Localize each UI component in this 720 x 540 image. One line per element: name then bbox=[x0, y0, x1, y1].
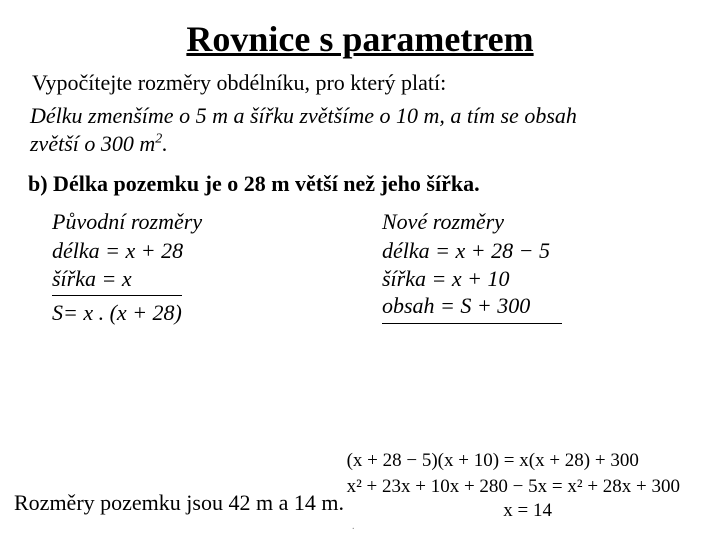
left-delka: délka = x + 28 bbox=[52, 237, 362, 265]
left-rule bbox=[52, 295, 182, 296]
equation-1: (x + 28 − 5)(x + 10) = x(x + 28) + 300 bbox=[347, 450, 680, 472]
equation-2: x² + 23x + 10x + 280 − 5x = x² + 28x + 3… bbox=[347, 476, 680, 498]
left-column: Původní rozměry délka = x + 28 šířka = x… bbox=[52, 209, 362, 327]
right-sirka: šířka = x + 10 bbox=[382, 265, 692, 293]
sub-question-b: b) Délka pozemku je o 28 m větší než jeh… bbox=[28, 171, 692, 197]
left-col-head: Původní rozměry bbox=[52, 209, 362, 235]
problem-line2a: zvětší o 300 m bbox=[30, 131, 155, 156]
decor-dot: . bbox=[352, 521, 355, 532]
left-area: S= x . (x + 28) bbox=[52, 299, 362, 327]
problem-line2b: . bbox=[162, 131, 168, 156]
right-col-head: Nové rozměry bbox=[382, 209, 692, 235]
intro-text: Vypočítejte rozměry obdélníku, pro který… bbox=[32, 70, 692, 96]
right-column: Nové rozměry délka = x + 28 − 5 šířka = … bbox=[382, 209, 692, 327]
right-delka: délka = x + 28 − 5 bbox=[382, 237, 692, 265]
problem-statement: Délku zmenšíme o 5 m a šířku zvětšíme o … bbox=[30, 102, 692, 157]
equation-block: (x + 28 − 5)(x + 10) = x(x + 28) + 300 x… bbox=[347, 446, 680, 498]
columns-container: Původní rozměry délka = x + 28 šířka = x… bbox=[52, 209, 692, 327]
solution-x: x = 14 bbox=[503, 500, 552, 522]
right-rule bbox=[382, 323, 562, 324]
final-answer: Rozměry pozemku jsou 42 m a 14 m. bbox=[14, 490, 344, 516]
right-obsah: obsah = S + 300 bbox=[382, 292, 692, 320]
page-title: Rovnice s parametrem bbox=[28, 18, 692, 60]
problem-line1: Délku zmenšíme o 5 m a šířku zvětšíme o … bbox=[30, 103, 577, 128]
left-sirka: šířka = x bbox=[52, 265, 362, 293]
